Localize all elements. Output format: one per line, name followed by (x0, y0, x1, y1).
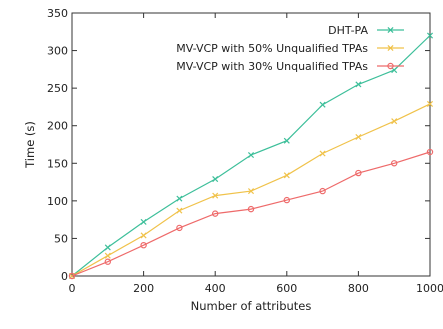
legend-item: MV-VCP with 30% Unqualified TPAs (176, 60, 404, 73)
legend-label: MV-VCP with 50% Unqualified TPAs (176, 42, 368, 55)
data-point (391, 118, 398, 125)
data-point (355, 133, 362, 141)
x-tick-label: 600 (276, 282, 297, 295)
series-line (71, 103, 431, 277)
legend-item: DHT-PA (328, 24, 404, 37)
plot-frame (71, 12, 431, 277)
data-point (68, 272, 76, 280)
y-tick-label: 300 (47, 45, 68, 58)
data-point (247, 151, 255, 159)
x-tick-label: 1000 (416, 282, 443, 295)
data-point (319, 150, 326, 157)
data-point (212, 176, 219, 183)
y-tick-label: 250 (47, 82, 68, 95)
data-point (140, 232, 147, 239)
series-line (71, 151, 431, 277)
x-tick-label: 0 (69, 282, 76, 295)
series-1 (68, 32, 434, 280)
legend-swatch-marker (387, 44, 394, 52)
series-3 (68, 148, 434, 280)
data-point (247, 188, 255, 195)
x-tick-label: 400 (205, 282, 226, 295)
data-point (247, 205, 255, 213)
data-point (104, 244, 111, 251)
x-tick-label: 200 (133, 282, 154, 295)
data-point (211, 210, 219, 217)
data-point (283, 172, 290, 179)
y-tick-label: 350 (47, 7, 68, 20)
data-point (283, 137, 290, 144)
x-axis-ticks: 0 200 400 600 800 1000 (69, 13, 443, 295)
data-point (391, 160, 398, 167)
series-2 (68, 100, 434, 280)
data-point (176, 224, 183, 232)
legend-label: DHT-PA (328, 24, 368, 37)
data-point (426, 32, 434, 39)
legend: DHT-PA MV-VCP with 50% Unqualified TPAs MV… (176, 24, 404, 73)
data-point (426, 100, 434, 107)
data-point (319, 187, 326, 195)
series-layer (68, 32, 434, 280)
y-axis-title: Time (s) (23, 121, 37, 169)
legend-label: MV-VCP with 30% Unqualified TPAs (176, 60, 368, 73)
legend-swatch-marker (387, 62, 394, 70)
data-point (426, 148, 434, 156)
legend-swatch-marker (387, 26, 394, 34)
data-point (104, 252, 111, 259)
y-tick-label: 50 (54, 232, 68, 245)
data-point (212, 192, 219, 199)
data-point (176, 195, 183, 202)
data-point (140, 218, 147, 225)
data-point (140, 241, 147, 249)
x-tick-label: 800 (348, 282, 369, 295)
y-axis-ticks: 0 50 100 150 200 250 300 350 (47, 7, 430, 283)
y-tick-label: 0 (61, 270, 68, 283)
legend-item: MV-VCP with 50% Unqualified TPAs (176, 42, 404, 55)
x-axis-title: Number of attributes (191, 299, 312, 313)
y-tick-label: 150 (47, 157, 68, 170)
y-tick-label: 200 (47, 120, 68, 133)
data-point (283, 196, 290, 204)
data-point (355, 169, 362, 177)
data-point (319, 101, 326, 108)
data-point (176, 207, 183, 214)
y-tick-label: 100 (47, 195, 68, 208)
data-point (355, 81, 362, 88)
data-point (104, 258, 112, 265)
